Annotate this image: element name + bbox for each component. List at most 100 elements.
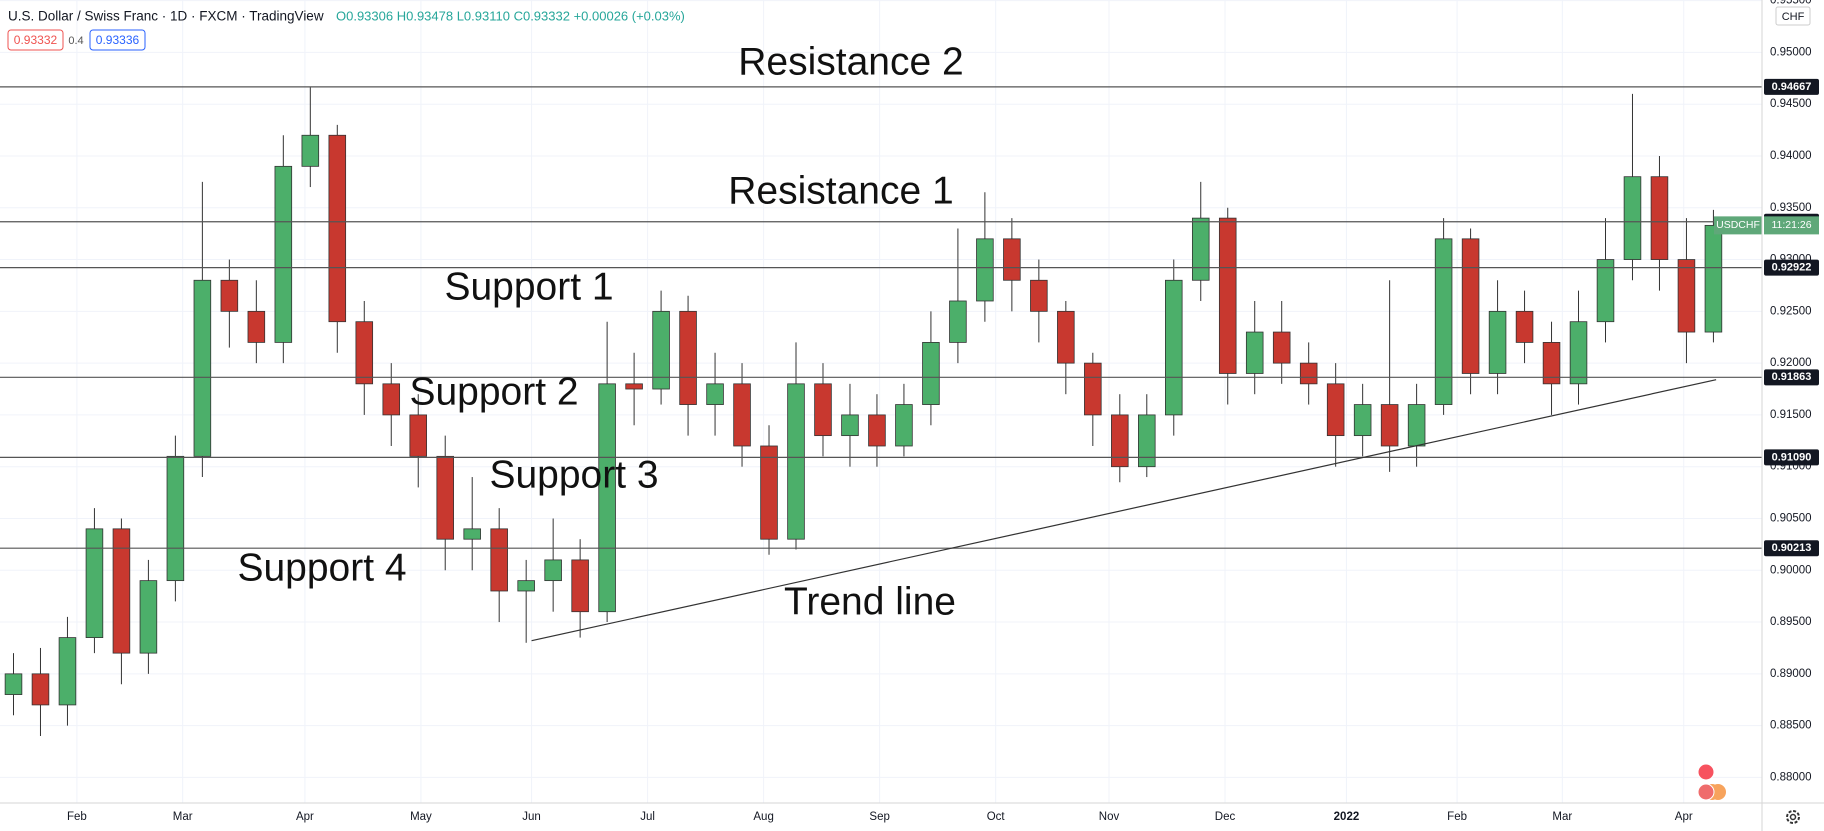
x-tick-label: Jul bbox=[640, 811, 655, 823]
y-tick-label: 0.89000 bbox=[1770, 668, 1812, 680]
candle-body bbox=[1245, 331, 1264, 374]
currency: CHF bbox=[1782, 11, 1805, 23]
candle-body bbox=[301, 134, 320, 167]
y-tick-label: 0.94500 bbox=[1770, 98, 1812, 110]
candle-body bbox=[1057, 310, 1075, 364]
candle-body bbox=[436, 455, 454, 540]
candle-body bbox=[1380, 404, 1399, 447]
spread: 0.4 bbox=[68, 35, 83, 47]
candle-body bbox=[1326, 383, 1345, 437]
x-tick-label: Apr bbox=[296, 811, 314, 823]
x-tick-label: Dec bbox=[1215, 811, 1236, 823]
candle-body bbox=[139, 580, 158, 654]
candle-body bbox=[274, 165, 293, 343]
candle-body bbox=[166, 455, 185, 582]
candle-body bbox=[1650, 176, 1669, 260]
x-tick-label: Aug bbox=[753, 811, 773, 823]
candle-body bbox=[517, 580, 535, 592]
candle-body bbox=[1084, 362, 1102, 416]
candle-body bbox=[31, 673, 50, 706]
x-tick-label: Feb bbox=[67, 811, 87, 823]
countdown-box bbox=[1764, 216, 1819, 235]
x-tick-label: Mar bbox=[1552, 811, 1572, 823]
symbol-label-box bbox=[1714, 216, 1762, 235]
symbol-title: U.S. Dollar / Swiss Franc · 1D · FXCM · … bbox=[8, 9, 324, 24]
candle-body bbox=[1434, 238, 1453, 405]
x-tick-label: Feb bbox=[1447, 811, 1467, 823]
candle-body bbox=[1165, 279, 1183, 416]
level-label: 0.91090 bbox=[1772, 451, 1812, 463]
candle-body bbox=[58, 637, 77, 706]
candle-body bbox=[112, 528, 131, 654]
candle-body bbox=[787, 383, 805, 540]
ohlc-values: O0.93306 H0.93478 L0.93110 C0.93332 +0.0… bbox=[336, 8, 685, 23]
candle-body bbox=[1030, 279, 1048, 312]
candle-body bbox=[922, 342, 940, 405]
candle-body bbox=[1569, 321, 1588, 385]
x-tick-label: Nov bbox=[1099, 811, 1120, 823]
candle-body bbox=[544, 559, 562, 582]
candle-body bbox=[1596, 259, 1615, 323]
annotation: Trend line bbox=[784, 580, 956, 623]
y-tick-label: 0.90500 bbox=[1770, 513, 1812, 525]
candle-body bbox=[814, 383, 832, 437]
marks-layer bbox=[4, 86, 1723, 736]
candle-body bbox=[1299, 362, 1318, 385]
candle-body bbox=[1677, 259, 1696, 333]
x-tick-label: May bbox=[410, 811, 432, 823]
y-tick-label: 0.90000 bbox=[1770, 564, 1812, 576]
annotation: Resistance 1 bbox=[728, 169, 953, 212]
candle-body bbox=[409, 414, 428, 457]
y-tick-label: 0.89500 bbox=[1770, 616, 1812, 628]
level-label-box bbox=[1764, 259, 1819, 276]
candle-body bbox=[4, 673, 23, 695]
level-label: 0.91863 bbox=[1772, 371, 1812, 383]
x-tick-label: Oct bbox=[987, 811, 1006, 823]
x-tick-label: 2022 bbox=[1334, 811, 1360, 823]
y-tick-label: 0.93500 bbox=[1770, 202, 1812, 214]
candle-body bbox=[868, 414, 886, 447]
bid-price: 0.93332 bbox=[14, 33, 58, 47]
candle-body bbox=[976, 238, 994, 302]
candle-body bbox=[1542, 342, 1561, 385]
trend-line bbox=[531, 379, 1717, 642]
candle-body bbox=[1138, 414, 1156, 468]
ask-box[interactable] bbox=[89, 29, 146, 51]
candle-body bbox=[220, 279, 239, 312]
event-icons[interactable] bbox=[1697, 763, 1726, 801]
candle-body bbox=[1515, 310, 1534, 343]
candle-body bbox=[382, 383, 401, 416]
candle-body bbox=[1191, 217, 1210, 281]
level-label-box bbox=[1764, 449, 1819, 466]
annotation: Support 1 bbox=[444, 265, 613, 308]
candle-body bbox=[193, 279, 212, 457]
annotation: Support 4 bbox=[237, 546, 406, 589]
settings-gear[interactable] bbox=[1786, 810, 1800, 824]
y-tick-label: 0.95000 bbox=[1770, 46, 1812, 58]
candle-body bbox=[1272, 331, 1291, 364]
candle-body bbox=[1353, 404, 1372, 437]
ask-price: 0.93336 bbox=[96, 33, 140, 47]
bid-box[interactable] bbox=[7, 29, 64, 51]
y-tick-label: 0.95500 bbox=[1770, 0, 1812, 7]
candle-body bbox=[1111, 414, 1129, 468]
level-label: 0.92922 bbox=[1772, 262, 1812, 274]
candle-body bbox=[760, 445, 778, 540]
candle-body bbox=[85, 528, 104, 638]
y-tick-label: 0.91500 bbox=[1770, 409, 1812, 421]
x-tick-label: Sep bbox=[869, 811, 889, 823]
candle-body bbox=[841, 414, 859, 437]
level-label-box bbox=[1764, 78, 1819, 95]
candle-body bbox=[652, 310, 670, 390]
symbol-label: USDCHF bbox=[1716, 219, 1760, 231]
currency-button[interactable] bbox=[1775, 6, 1811, 26]
candle-body bbox=[1623, 176, 1642, 260]
candle-body bbox=[1218, 217, 1237, 374]
candle-body bbox=[328, 134, 347, 323]
y-tick-label: 0.88000 bbox=[1770, 771, 1812, 783]
candle-body bbox=[247, 310, 266, 343]
level-label: 0.94667 bbox=[1772, 81, 1812, 93]
candle-body bbox=[571, 559, 589, 613]
